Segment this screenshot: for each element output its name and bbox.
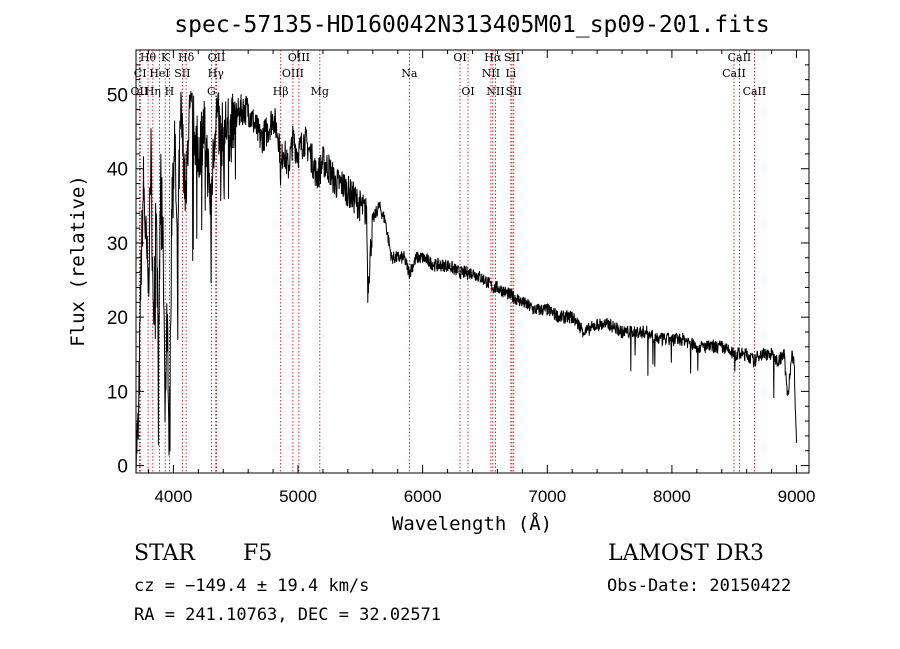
spectral-line-label: OI [453,51,466,64]
spectral-line-label: K [161,51,170,64]
spectral-line-label: CaII [728,51,752,64]
spectral-line-label: Hθ [140,51,157,64]
spectral-line-label: OIII [288,51,310,64]
survey-label: LAMOST DR3 [608,541,764,566]
x-axis-label: Wavelength (Å) [392,512,552,535]
y-tick-label: 10 [107,382,128,403]
spectral-line-label: G [207,85,216,98]
spectral-line-label: SII [504,51,520,64]
spectral-line-label: Na [401,67,418,80]
spectral-line-label: OII [208,51,226,64]
x-tick-label: 4000 [154,487,192,506]
spectral-line-label: SII [174,67,190,80]
y-tick-label: 40 [107,160,128,181]
spectral-line-label: Hη [145,85,161,98]
chart-title: spec-57135-HD160042N313405M01_sp09-201.f… [174,12,769,38]
redshift-label: cz = −149.4 ± 19.4 km/s [134,576,369,596]
spectral-line-label: OIII [282,67,304,80]
axis-ticks: 4000 5000 6000 7000 8000 9000 0 10 20 30 40 50 [107,50,816,506]
spectral-line-label: NII [486,85,504,98]
spectral-line-label: CI [134,67,147,80]
object-class-label: STAR [134,541,196,566]
spectral-line-label: Hα [484,51,502,64]
y-axis-label: Flux (relative) [67,175,89,347]
spectral-line-label: H [165,85,175,98]
y-tick-label: 0 [117,457,128,478]
spectral-line-label: HeI [149,67,169,80]
spectral-line-label: Mg [311,85,329,98]
y-tick-label: 20 [107,308,128,329]
y-tick-label: 50 [107,86,128,107]
x-tick-label: 9000 [778,487,816,506]
spectral-line-label: CaII [722,67,746,80]
x-tick-label: 8000 [653,487,691,506]
spectral-line-label: OI [461,85,474,98]
spectral-line-label: Hγ [208,67,225,80]
spectral-line-label: NII [482,67,500,80]
spectral-line-label: CaII [743,85,767,98]
spectrum-series-line [135,91,797,474]
spectral-line-label: Li [505,67,516,80]
x-tick-label: 5000 [279,487,317,506]
coordinates-label: RA = 241.10763, DEC = 32.02571 [134,605,441,625]
spectral-line-label: SII [506,85,522,98]
x-tick-label: 6000 [404,487,442,506]
x-tick-label: 7000 [528,487,566,506]
spectral-line-label: Hβ [273,85,289,98]
spectral-line-label: Hδ [178,51,195,64]
obs-date-label: Obs-Date: 20150422 [607,576,791,596]
subclass-label: F5 [243,541,272,566]
y-tick-label: 30 [107,234,128,255]
